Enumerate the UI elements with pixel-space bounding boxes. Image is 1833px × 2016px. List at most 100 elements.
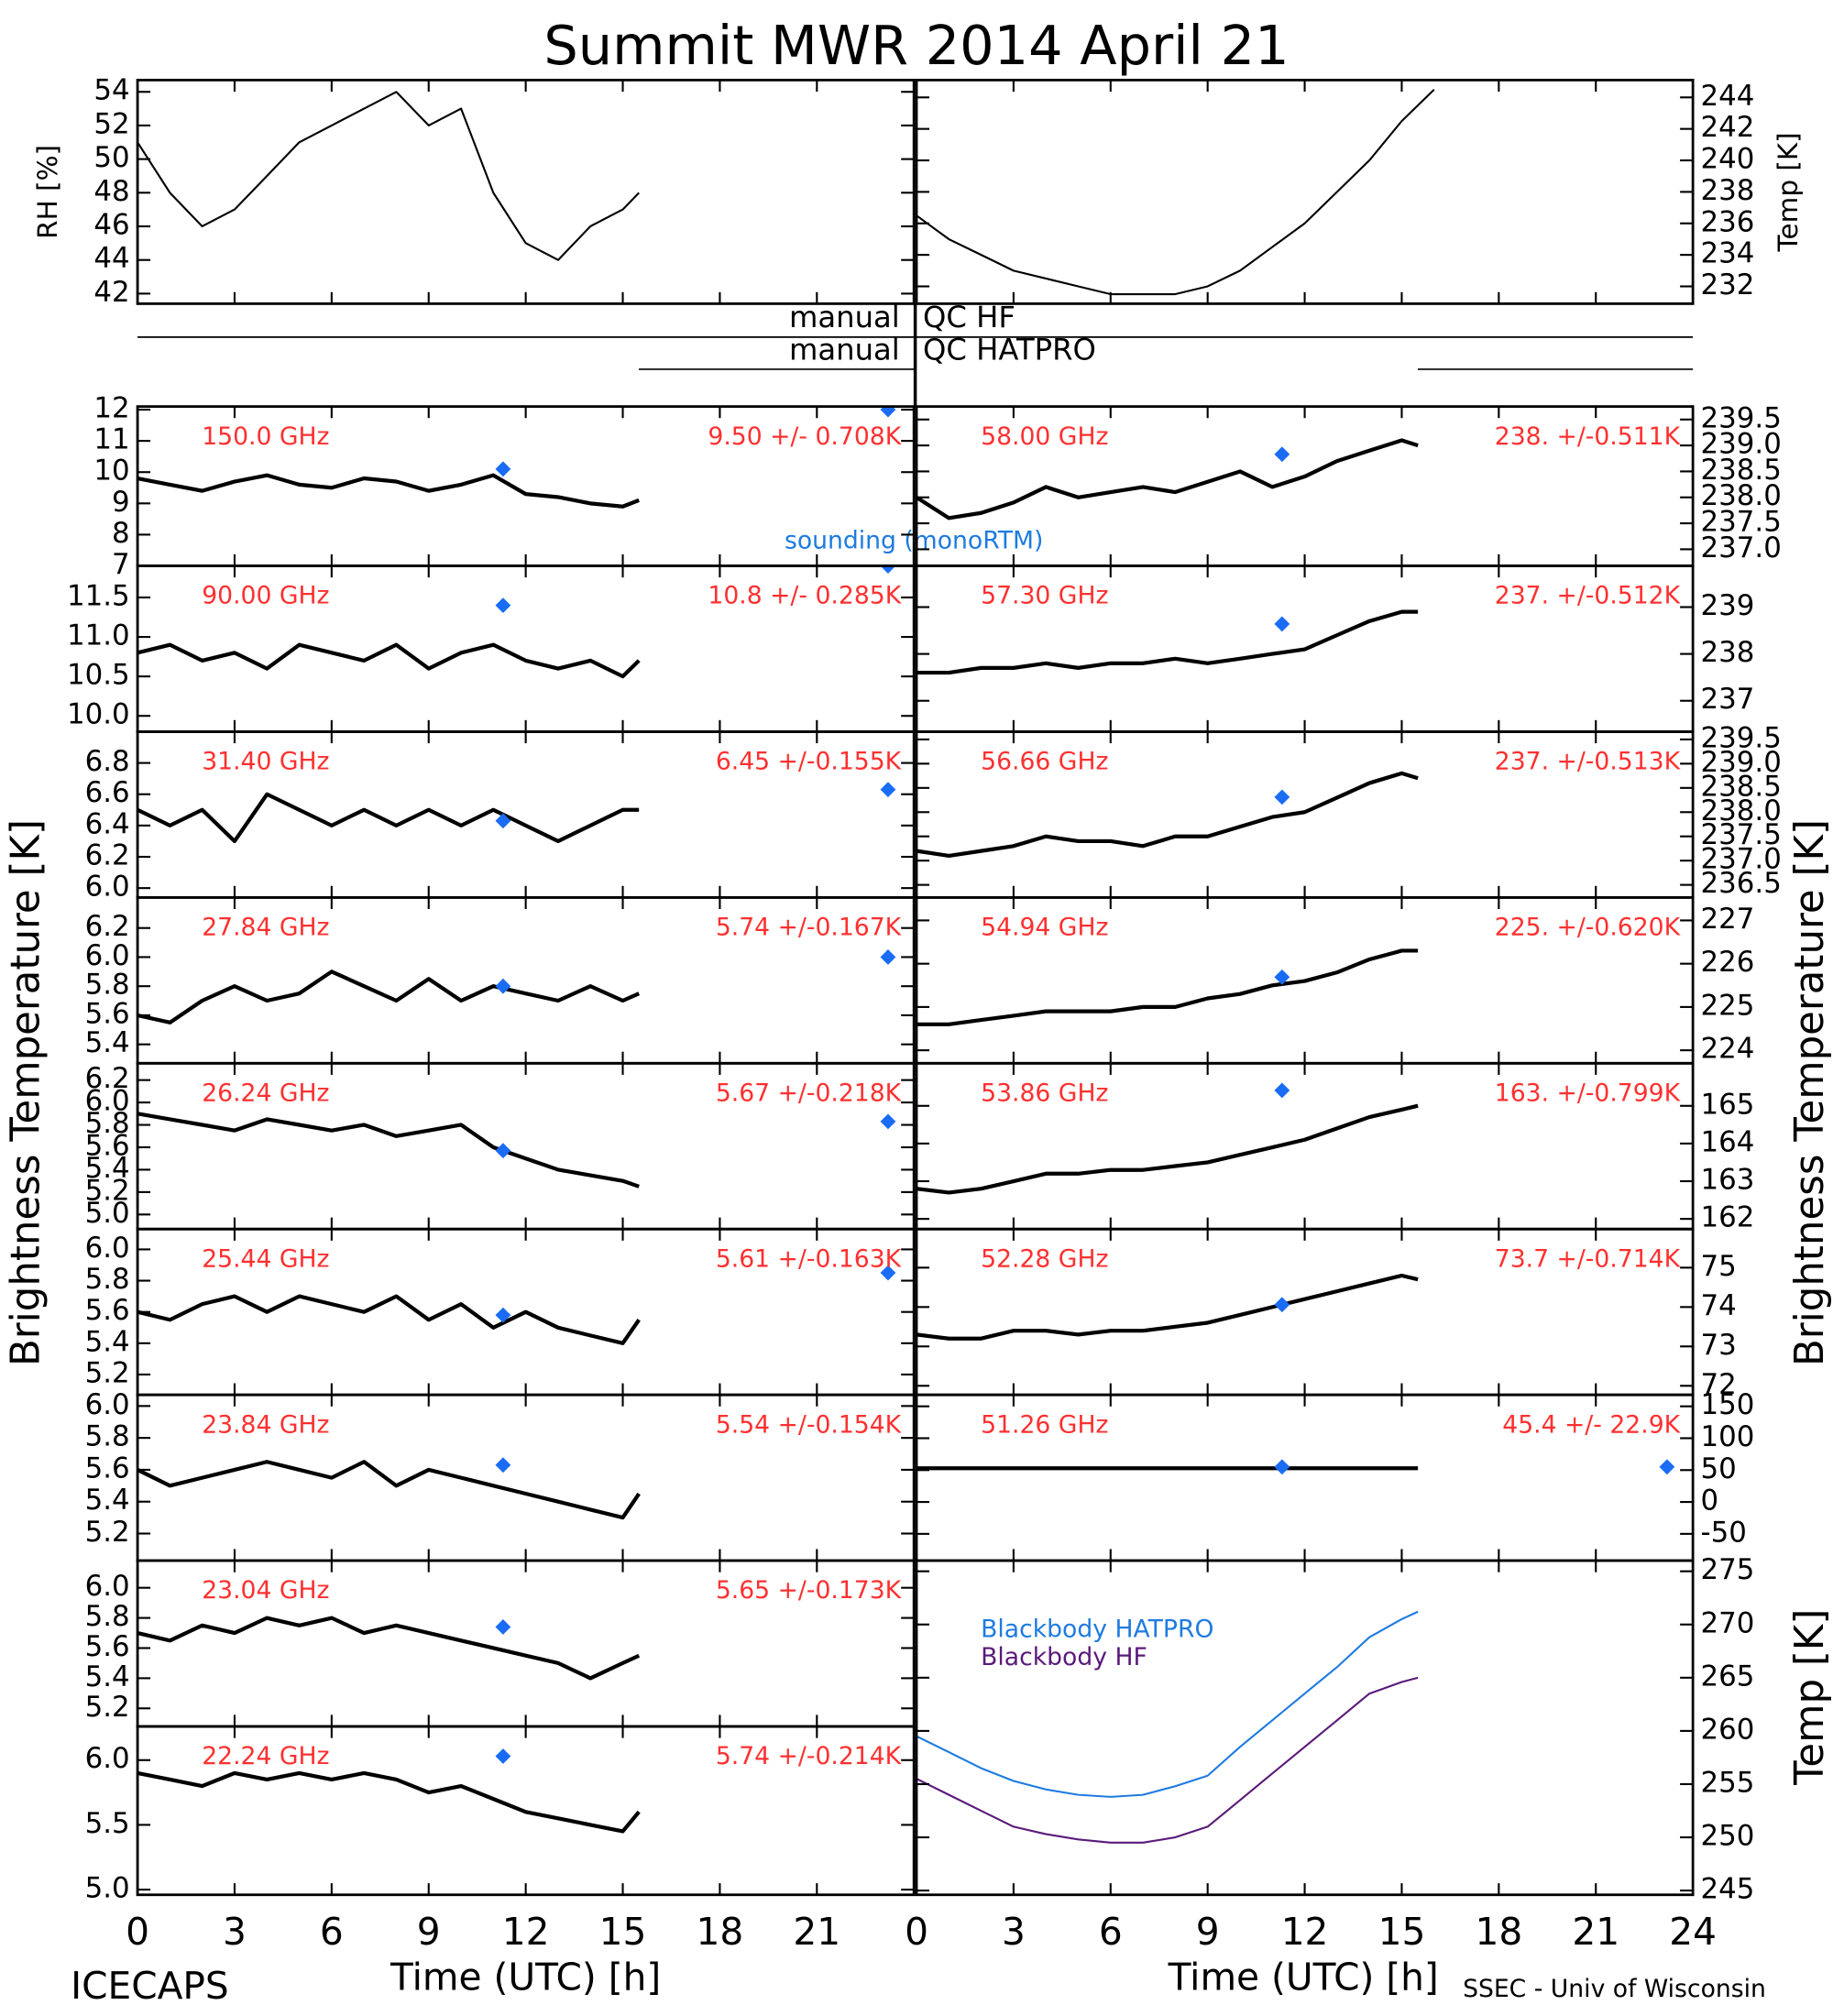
stat-label: 5.74 +/-0.214K (716, 1742, 903, 1770)
sounding-point (1274, 789, 1290, 805)
y-tick-label: 5.6 (85, 1294, 130, 1327)
y-tick-label: 5.6 (85, 997, 130, 1030)
y-tick-label: 225 (1701, 989, 1755, 1022)
y-tick-label: 5.4 (85, 1484, 130, 1517)
x-tick-label: 9 (417, 1910, 441, 1954)
y-tick-label: 6.0 (85, 939, 130, 972)
x-tick-label: 0 (905, 1910, 928, 1954)
y-tick-label: 5.8 (85, 969, 130, 1002)
y-tick-label: 5.6 (85, 1630, 130, 1663)
y-tick-label: 227 (1701, 903, 1755, 936)
y-tick-label: 11.0 (67, 619, 130, 652)
series-line (137, 970, 641, 1024)
series-line (916, 609, 1419, 675)
series-line (137, 1294, 641, 1345)
panel (916, 609, 1419, 675)
qc-flag: QC HF (923, 300, 1015, 334)
sounding-point (495, 1748, 511, 1764)
y-tick-label: 6.0 (85, 871, 130, 904)
y-tick-label: 260 (1701, 1713, 1755, 1746)
panel (916, 1459, 1675, 1475)
y-tick-label: 44 (93, 242, 129, 275)
series-line (137, 642, 641, 679)
panel (137, 1265, 896, 1345)
y-tick-label: 237 (1701, 683, 1755, 716)
panel (137, 1112, 896, 1189)
panel-frame (915, 1559, 1695, 1897)
y-tick-label: 10 (93, 455, 129, 488)
stat-label: 5.67 +/-0.218K (716, 1079, 903, 1107)
sounding-point (1274, 446, 1290, 463)
y-tick-label: 232 (1701, 268, 1755, 301)
y-tick-label: 6.2 (85, 910, 130, 943)
frequency-label: 52.28 GHz (981, 1244, 1108, 1273)
y-tick-label: 239.5 (1701, 721, 1782, 754)
qc-label: manual (789, 332, 900, 367)
series-line (137, 1460, 641, 1520)
y-tick-label: 5.5 (85, 1807, 130, 1840)
series-line (137, 792, 640, 844)
sounding-point (495, 1457, 511, 1474)
y-tick-label: 6.0 (85, 1570, 130, 1603)
y-tick-label: 238 (1701, 174, 1755, 207)
stat-label: 237. +/-0.512K (1495, 582, 1682, 610)
y-tick-label: 163 (1701, 1164, 1755, 1197)
y-tick-label: 5.0 (85, 1872, 130, 1905)
panel (137, 949, 896, 1024)
y-tick-label: 237.0 (1701, 843, 1782, 876)
panel (916, 771, 1419, 859)
stat-label: 5.65 +/-0.173K (716, 1576, 903, 1605)
panel (137, 1748, 641, 1834)
stat-label: 45.4 +/- 22.9K (1502, 1410, 1681, 1439)
y-tick-label: 162 (1701, 1201, 1755, 1234)
sounding-point (495, 1619, 511, 1635)
series-line (916, 1676, 1419, 1844)
y-tick-label: 9 (112, 486, 130, 519)
panel (915, 438, 1419, 520)
stat-label: 163. +/-0.799K (1495, 1079, 1682, 1107)
y-tick-label: 238 (1701, 636, 1755, 669)
x-tick-label: 18 (697, 1910, 744, 1954)
panel (916, 1273, 1419, 1341)
y-tick-label: 42 (93, 276, 129, 309)
frequency-label: 26.24 GHz (202, 1079, 329, 1107)
y-axis-label: Brightness Temperature [K] (3, 819, 49, 1366)
y-tick-label: 5.0 (85, 1197, 130, 1230)
panel (137, 91, 640, 261)
x-tick-label: 15 (599, 1910, 647, 1954)
y-tick-label: 73 (1701, 1329, 1737, 1362)
y-tick-label: 54 (93, 74, 129, 107)
y-tick-label: 5.8 (85, 1263, 130, 1296)
legend-label: Blackbody HF (981, 1643, 1147, 1671)
frequency-label: 23.04 GHz (202, 1576, 329, 1605)
y-tick-label: 50 (93, 141, 129, 174)
y-tick-label: 6.2 (85, 1062, 130, 1095)
y-axis-label: Temp [K] (1787, 1609, 1833, 1786)
y-tick-label: 10.0 (67, 698, 130, 731)
series-line (137, 1770, 641, 1834)
y-tick-label: 72 (1701, 1368, 1737, 1401)
panel (137, 1457, 641, 1520)
panel (916, 1082, 1419, 1195)
y-tick-label: 236 (1701, 205, 1755, 238)
sounding-point (495, 461, 511, 477)
panel-frame (136, 78, 916, 305)
y-tick-label: 6.4 (85, 807, 130, 840)
frequency-label: 57.30 GHz (981, 582, 1108, 610)
y-tick-label: 5.4 (85, 1660, 130, 1693)
y-tick-label: 238.0 (1701, 479, 1782, 512)
y-tick-label: 165 (1701, 1088, 1755, 1121)
series-line (915, 438, 1419, 520)
frequency-label: 90.00 GHz (202, 582, 329, 610)
y-tick-label: 255 (1701, 1766, 1755, 1799)
sounding-point (1274, 1459, 1290, 1475)
y-tick-label: 237.5 (1701, 506, 1782, 539)
stat-label: 5.74 +/-0.167K (716, 914, 903, 942)
y-tick-label: 245 (1701, 1873, 1755, 1906)
y-tick-label: 234 (1701, 237, 1755, 270)
frequency-label: 23.84 GHz (202, 1410, 329, 1439)
x-tick-label: 6 (320, 1910, 344, 1954)
y-tick-label: 237.5 (1701, 818, 1782, 851)
y-tick-label: 50 (1701, 1452, 1737, 1485)
stat-label: 225. +/-0.620K (1495, 914, 1682, 942)
